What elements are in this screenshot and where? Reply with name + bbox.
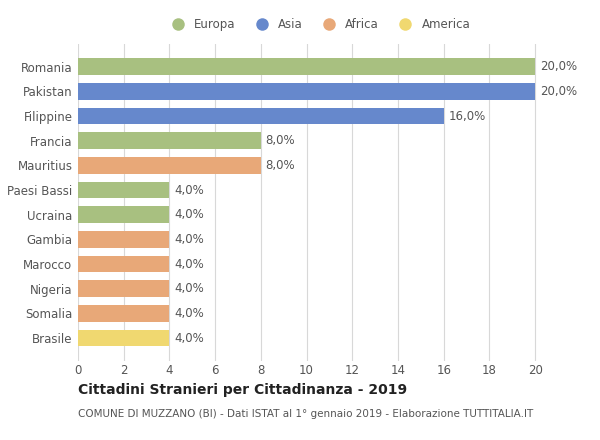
Text: 4,0%: 4,0% xyxy=(174,331,204,345)
Text: 4,0%: 4,0% xyxy=(174,183,204,197)
Text: COMUNE DI MUZZANO (BI) - Dati ISTAT al 1° gennaio 2019 - Elaborazione TUTTITALIA: COMUNE DI MUZZANO (BI) - Dati ISTAT al 1… xyxy=(78,409,533,419)
Bar xyxy=(78,157,261,174)
Bar xyxy=(78,305,169,322)
Bar xyxy=(78,330,169,346)
Text: Cittadini Stranieri per Cittadinanza - 2019: Cittadini Stranieri per Cittadinanza - 2… xyxy=(78,383,407,397)
Text: 4,0%: 4,0% xyxy=(174,307,204,320)
Text: 8,0%: 8,0% xyxy=(265,134,295,147)
Legend: Europa, Asia, Africa, America: Europa, Asia, Africa, America xyxy=(166,18,470,31)
Bar xyxy=(78,231,169,248)
Bar xyxy=(78,280,169,297)
Bar xyxy=(78,59,535,75)
Bar xyxy=(78,132,261,149)
Text: 4,0%: 4,0% xyxy=(174,257,204,271)
Bar xyxy=(78,256,169,272)
Bar xyxy=(78,182,169,198)
Text: 20,0%: 20,0% xyxy=(540,85,577,98)
Bar xyxy=(78,108,444,125)
Text: 20,0%: 20,0% xyxy=(540,60,577,73)
Text: 16,0%: 16,0% xyxy=(448,110,485,123)
Bar xyxy=(78,83,535,100)
Text: 8,0%: 8,0% xyxy=(265,159,295,172)
Bar xyxy=(78,206,169,223)
Text: 4,0%: 4,0% xyxy=(174,208,204,221)
Text: 4,0%: 4,0% xyxy=(174,282,204,295)
Text: 4,0%: 4,0% xyxy=(174,233,204,246)
